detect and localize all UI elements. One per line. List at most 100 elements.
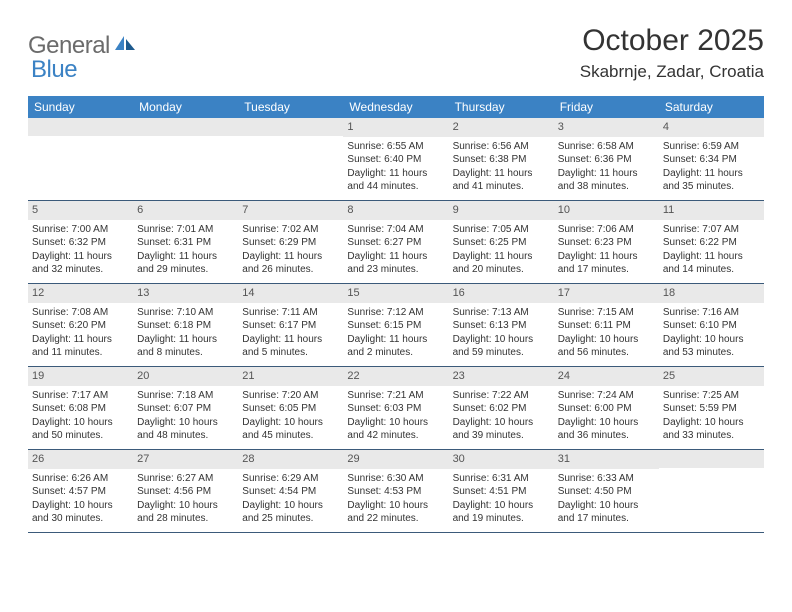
day-number: 10 bbox=[554, 201, 659, 220]
daylight-line: Daylight: 11 hours and 20 minutes. bbox=[453, 250, 550, 277]
month-title: October 2025 bbox=[580, 24, 764, 58]
day-body: Sunrise: 6:31 AMSunset: 4:51 PMDaylight:… bbox=[449, 469, 554, 530]
day-number: 12 bbox=[28, 284, 133, 303]
daylight-line: Daylight: 11 hours and 2 minutes. bbox=[347, 333, 444, 360]
daylight-line: Daylight: 10 hours and 53 minutes. bbox=[663, 333, 760, 360]
daylight-line: Daylight: 10 hours and 28 minutes. bbox=[137, 499, 234, 526]
day-body: Sunrise: 7:21 AMSunset: 6:03 PMDaylight:… bbox=[343, 386, 448, 447]
day-body: Sunrise: 6:55 AMSunset: 6:40 PMDaylight:… bbox=[343, 137, 448, 198]
daylight-line: Daylight: 10 hours and 45 minutes. bbox=[242, 416, 339, 443]
daylight-line: Daylight: 11 hours and 14 minutes. bbox=[663, 250, 760, 277]
day-cell: 29Sunrise: 6:30 AMSunset: 4:53 PMDayligh… bbox=[343, 450, 448, 532]
day-body: Sunrise: 6:56 AMSunset: 6:38 PMDaylight:… bbox=[449, 137, 554, 198]
sunset-line: Sunset: 4:53 PM bbox=[347, 485, 444, 499]
sunset-line: Sunset: 6:22 PM bbox=[663, 236, 760, 250]
sunset-line: Sunset: 6:15 PM bbox=[347, 319, 444, 333]
day-body: Sunrise: 6:33 AMSunset: 4:50 PMDaylight:… bbox=[554, 469, 659, 530]
day-body: Sunrise: 7:04 AMSunset: 6:27 PMDaylight:… bbox=[343, 220, 448, 281]
day-body: Sunrise: 7:17 AMSunset: 6:08 PMDaylight:… bbox=[28, 386, 133, 447]
sunrise-line: Sunrise: 7:16 AM bbox=[663, 306, 760, 320]
weekday-header: Thursday bbox=[449, 96, 554, 118]
day-number: 28 bbox=[238, 450, 343, 469]
day-number: 29 bbox=[343, 450, 448, 469]
day-cell: 10Sunrise: 7:06 AMSunset: 6:23 PMDayligh… bbox=[554, 201, 659, 283]
daylight-line: Daylight: 11 hours and 26 minutes. bbox=[242, 250, 339, 277]
day-body: Sunrise: 7:13 AMSunset: 6:13 PMDaylight:… bbox=[449, 303, 554, 364]
sunset-line: Sunset: 6:31 PM bbox=[137, 236, 234, 250]
day-body: Sunrise: 7:24 AMSunset: 6:00 PMDaylight:… bbox=[554, 386, 659, 447]
day-cell: 15Sunrise: 7:12 AMSunset: 6:15 PMDayligh… bbox=[343, 284, 448, 366]
day-cell: 12Sunrise: 7:08 AMSunset: 6:20 PMDayligh… bbox=[28, 284, 133, 366]
empty-day-cell bbox=[133, 118, 238, 200]
empty-day-cell bbox=[659, 450, 764, 532]
day-cell: 22Sunrise: 7:21 AMSunset: 6:03 PMDayligh… bbox=[343, 367, 448, 449]
day-cell: 23Sunrise: 7:22 AMSunset: 6:02 PMDayligh… bbox=[449, 367, 554, 449]
day-cell: 13Sunrise: 7:10 AMSunset: 6:18 PMDayligh… bbox=[133, 284, 238, 366]
weekday-header: Saturday bbox=[659, 96, 764, 118]
day-cell: 11Sunrise: 7:07 AMSunset: 6:22 PMDayligh… bbox=[659, 201, 764, 283]
sunrise-line: Sunrise: 7:00 AM bbox=[32, 223, 129, 237]
header: General October 2025 Skabrnje, Zadar, Cr… bbox=[28, 24, 764, 82]
day-body: Sunrise: 7:01 AMSunset: 6:31 PMDaylight:… bbox=[133, 220, 238, 281]
day-cell: 2Sunrise: 6:56 AMSunset: 6:38 PMDaylight… bbox=[449, 118, 554, 200]
day-cell: 4Sunrise: 6:59 AMSunset: 6:34 PMDaylight… bbox=[659, 118, 764, 200]
day-number: 25 bbox=[659, 367, 764, 386]
day-body: Sunrise: 7:12 AMSunset: 6:15 PMDaylight:… bbox=[343, 303, 448, 364]
week-row: 1Sunrise: 6:55 AMSunset: 6:40 PMDaylight… bbox=[28, 118, 764, 201]
sunrise-line: Sunrise: 6:27 AM bbox=[137, 472, 234, 486]
sunrise-line: Sunrise: 7:25 AM bbox=[663, 389, 760, 403]
day-number: 6 bbox=[133, 201, 238, 220]
day-number: 22 bbox=[343, 367, 448, 386]
day-body: Sunrise: 7:00 AMSunset: 6:32 PMDaylight:… bbox=[28, 220, 133, 281]
sunset-line: Sunset: 6:34 PM bbox=[663, 153, 760, 167]
day-cell: 8Sunrise: 7:04 AMSunset: 6:27 PMDaylight… bbox=[343, 201, 448, 283]
sunrise-line: Sunrise: 7:05 AM bbox=[453, 223, 550, 237]
sunset-line: Sunset: 6:29 PM bbox=[242, 236, 339, 250]
sunset-line: Sunset: 6:02 PM bbox=[453, 402, 550, 416]
sunset-line: Sunset: 6:11 PM bbox=[558, 319, 655, 333]
sunset-line: Sunset: 6:40 PM bbox=[347, 153, 444, 167]
sunset-line: Sunset: 6:27 PM bbox=[347, 236, 444, 250]
sunrise-line: Sunrise: 6:31 AM bbox=[453, 472, 550, 486]
sunset-line: Sunset: 6:10 PM bbox=[663, 319, 760, 333]
daylight-line: Daylight: 11 hours and 29 minutes. bbox=[137, 250, 234, 277]
day-cell: 20Sunrise: 7:18 AMSunset: 6:07 PMDayligh… bbox=[133, 367, 238, 449]
sunrise-line: Sunrise: 6:29 AM bbox=[242, 472, 339, 486]
sunrise-line: Sunrise: 7:08 AM bbox=[32, 306, 129, 320]
daylight-line: Daylight: 10 hours and 50 minutes. bbox=[32, 416, 129, 443]
day-body: Sunrise: 6:29 AMSunset: 4:54 PMDaylight:… bbox=[238, 469, 343, 530]
day-number: 3 bbox=[554, 118, 659, 137]
sunset-line: Sunset: 6:32 PM bbox=[32, 236, 129, 250]
sunrise-line: Sunrise: 7:07 AM bbox=[663, 223, 760, 237]
week-row: 12Sunrise: 7:08 AMSunset: 6:20 PMDayligh… bbox=[28, 284, 764, 367]
sunrise-line: Sunrise: 7:04 AM bbox=[347, 223, 444, 237]
day-body: Sunrise: 7:05 AMSunset: 6:25 PMDaylight:… bbox=[449, 220, 554, 281]
day-cell: 3Sunrise: 6:58 AMSunset: 6:36 PMDaylight… bbox=[554, 118, 659, 200]
sunrise-line: Sunrise: 6:33 AM bbox=[558, 472, 655, 486]
sunrise-line: Sunrise: 7:17 AM bbox=[32, 389, 129, 403]
sunset-line: Sunset: 6:23 PM bbox=[558, 236, 655, 250]
weekday-header-row: SundayMondayTuesdayWednesdayThursdayFrid… bbox=[28, 96, 764, 118]
sunrise-line: Sunrise: 7:01 AM bbox=[137, 223, 234, 237]
week-row: 26Sunrise: 6:26 AMSunset: 4:57 PMDayligh… bbox=[28, 450, 764, 533]
title-block: October 2025 Skabrnje, Zadar, Croatia bbox=[580, 24, 764, 82]
sunrise-line: Sunrise: 6:30 AM bbox=[347, 472, 444, 486]
day-number: 17 bbox=[554, 284, 659, 303]
daylight-line: Daylight: 10 hours and 30 minutes. bbox=[32, 499, 129, 526]
day-body: Sunrise: 6:27 AMSunset: 4:56 PMDaylight:… bbox=[133, 469, 238, 530]
day-cell: 25Sunrise: 7:25 AMSunset: 5:59 PMDayligh… bbox=[659, 367, 764, 449]
day-cell: 28Sunrise: 6:29 AMSunset: 4:54 PMDayligh… bbox=[238, 450, 343, 532]
day-number: 14 bbox=[238, 284, 343, 303]
daylight-line: Daylight: 11 hours and 38 minutes. bbox=[558, 167, 655, 194]
sunset-line: Sunset: 4:54 PM bbox=[242, 485, 339, 499]
calendar: SundayMondayTuesdayWednesdayThursdayFrid… bbox=[28, 96, 764, 533]
day-number: 21 bbox=[238, 367, 343, 386]
day-number: 8 bbox=[343, 201, 448, 220]
sunrise-line: Sunrise: 7:21 AM bbox=[347, 389, 444, 403]
day-number: 13 bbox=[133, 284, 238, 303]
day-body: Sunrise: 7:18 AMSunset: 6:07 PMDaylight:… bbox=[133, 386, 238, 447]
weekday-header: Tuesday bbox=[238, 96, 343, 118]
sunrise-line: Sunrise: 6:26 AM bbox=[32, 472, 129, 486]
day-body: Sunrise: 7:06 AMSunset: 6:23 PMDaylight:… bbox=[554, 220, 659, 281]
daylight-line: Daylight: 11 hours and 23 minutes. bbox=[347, 250, 444, 277]
